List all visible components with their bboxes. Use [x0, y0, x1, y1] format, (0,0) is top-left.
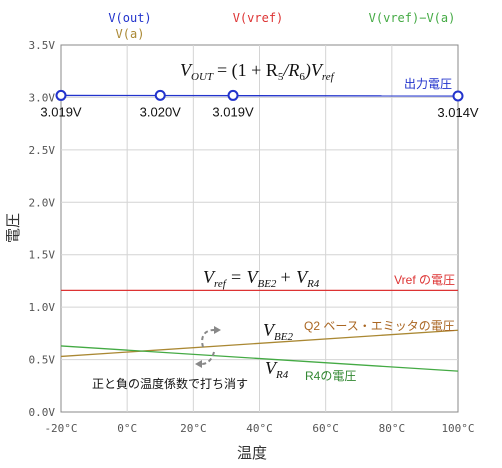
cancel-arrowhead-upper — [214, 326, 221, 334]
formula-vout-rhs-a: = (1 + R — [217, 60, 278, 81]
series-line-v-out — [60, 94, 459, 97]
svg-text:VBE2: VBE2 — [263, 320, 293, 343]
formula-vref: Vref = VBE2 + VR4 — [203, 267, 320, 290]
formula-vout-rhs-b: /R — [282, 60, 299, 80]
legend-va: V(a) — [116, 27, 145, 41]
legend-vout: V(out) — [108, 11, 151, 25]
label-vr4: VR4 — [265, 358, 289, 381]
y-tick-label: 1.0V — [29, 301, 56, 314]
label-vbe2: VBE2 — [263, 320, 293, 343]
vout-marker-label: 3.014V — [437, 105, 479, 120]
y-axis-label: 電圧 — [5, 213, 22, 243]
y-tick-label: 3.5V — [29, 39, 56, 52]
cancel-arrowheads — [195, 326, 221, 368]
x-axis-label: 温度 — [237, 445, 267, 462]
series-line-v-vref-v-a — [60, 345, 459, 372]
formula-vref-sub2: R4 — [306, 278, 320, 290]
legend-vref: V(vref) — [233, 11, 284, 25]
x-tick-label: 0°C — [117, 422, 137, 435]
label-vbe2-main: V — [263, 320, 276, 340]
vout-marker — [154, 89, 166, 101]
vout-marker-label: 3.020V — [140, 104, 182, 119]
legend-vref-minus-va: V(vref)−V(a) — [369, 11, 456, 25]
formula-vout-sub3: ref — [322, 71, 336, 83]
formula-vref-rhs-b: + V — [279, 267, 309, 287]
y-tick-label: 0.5V — [29, 354, 56, 367]
vr4-line-label: R4の電圧 — [305, 369, 356, 383]
legend: V(out) V(vref) V(vref)−V(a) V(a) — [108, 11, 455, 41]
x-tick-label: 100°C — [441, 422, 474, 435]
x-tick-label: -20°C — [44, 422, 77, 435]
formula-vout-lhs-sub: OUT — [191, 71, 214, 83]
formula-vout-rhs-c: )V — [304, 60, 324, 81]
svg-text:VOUT= (1 + R5/R6)Vref: VOUT = (1 + R5/R6)Vref — [180, 60, 336, 83]
svg-text:Vref= VBE2+ VR4: Vref = VBE2 + VR4 — [203, 267, 320, 290]
formula-vout-sub1: 5 — [278, 71, 284, 83]
label-vr4-sub: R4 — [275, 369, 289, 381]
cancel-arrows — [201, 329, 215, 365]
formula-vref-rhs-a: = V — [230, 267, 260, 287]
series-layer — [60, 94, 459, 372]
x-tick-label: 60°C — [312, 422, 339, 435]
label-vr4-main: V — [265, 358, 278, 378]
y-axis-ticks: 0.0V 0.5V 1.0V 1.5V 2.0V 2.5V 3.0V 3.5V — [29, 39, 56, 419]
label-vbe2-sub: BE2 — [274, 331, 293, 343]
x-axis-ticks: -20°C 0°C 20°C 40°C 60°C 80°C 100°C — [44, 422, 474, 435]
vref-line-label: Vref の電圧 — [394, 273, 455, 287]
y-tick-label: 0.0V — [29, 406, 56, 419]
formula-vref-lhs-sub: ref — [214, 278, 228, 290]
formula-vout-sub2: 6 — [299, 71, 305, 83]
formula-vref-sub1: BE2 — [257, 278, 276, 290]
formula-vout-lhs: V — [180, 60, 193, 80]
y-tick-label: 2.0V — [29, 196, 56, 209]
vout-marker — [227, 89, 239, 101]
y-tick-label: 2.5V — [29, 144, 56, 157]
y-tick-label: 1.5V — [29, 249, 56, 262]
series-line-v-a — [60, 329, 459, 358]
cancel-arrow-upper — [201, 329, 215, 348]
formula-vref-lhs: V — [203, 267, 216, 287]
grid — [61, 45, 458, 412]
y-tick-label: 3.0V — [29, 91, 56, 104]
svg-text:VR4: VR4 — [265, 358, 289, 381]
vbe2-line-label: Q2 ベース・エミッタの電圧 — [304, 319, 455, 333]
vout-marker-label: 3.019V — [212, 104, 254, 119]
x-tick-label: 40°C — [246, 422, 273, 435]
cancel-arrowhead-lower — [195, 360, 202, 368]
cancel-note: 正と負の温度係数で打ち消す — [92, 376, 248, 391]
vout-marker — [55, 89, 67, 101]
x-tick-label: 20°C — [180, 422, 207, 435]
vout-marker-label: 3.019V — [40, 104, 82, 119]
formula-vout: VOUT = (1 + R5/R6)Vref — [180, 60, 336, 83]
marker-layer: 3.019V 3.020V 3.019V 3.014V — [40, 89, 479, 120]
cancel-arrow-lower — [201, 351, 215, 365]
vout-marker — [452, 90, 464, 102]
vout-line-label: 出力電圧 — [404, 77, 452, 91]
x-tick-label: 80°C — [379, 422, 406, 435]
